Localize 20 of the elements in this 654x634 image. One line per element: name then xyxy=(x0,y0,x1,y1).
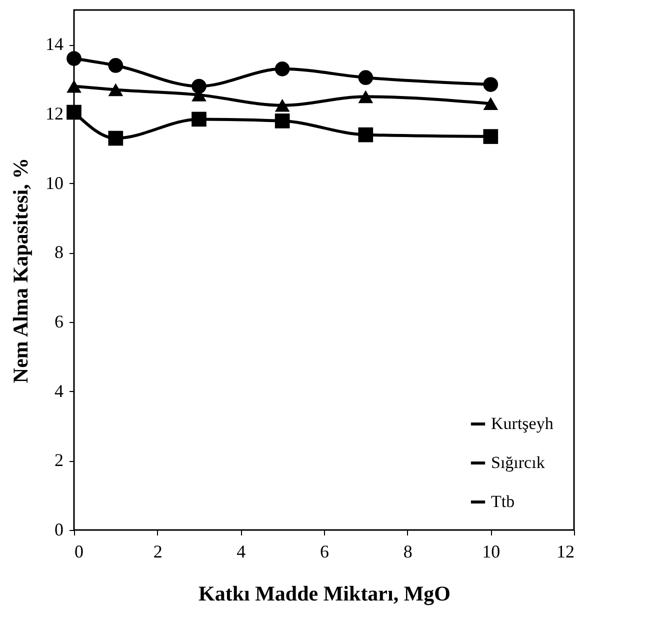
x-tick-label: 12 xyxy=(556,542,574,562)
x-tick-label: 6 xyxy=(320,542,329,562)
x-tick-label: 10 xyxy=(482,542,500,562)
y-tick-label: 2 xyxy=(54,450,64,470)
y-tick-label: 4 xyxy=(54,380,64,401)
x-tick-label: 8 xyxy=(403,542,412,562)
y-tick-label: 0 xyxy=(54,520,64,540)
legend-label: Ttb xyxy=(491,492,515,511)
x-axis-title: Katkı Madde Miktarı, MgO xyxy=(198,582,450,606)
legend-label: Sığırcık xyxy=(491,453,546,472)
x-tick-label: 4 xyxy=(236,542,246,562)
y-tick-label: 6 xyxy=(54,312,64,332)
y-axis-title: Nem Alma Kapasitesi, % xyxy=(8,158,32,384)
legend-label: Kurtşeyh xyxy=(491,414,554,433)
y-tick-label: 14 xyxy=(46,34,64,54)
x-tick-label: 2 xyxy=(153,542,162,562)
y-tick-label: 10 xyxy=(46,172,64,193)
x-tick-label: 0 xyxy=(74,542,84,562)
y-tick-label: 8 xyxy=(54,242,64,262)
y-tick-label: 12 xyxy=(46,104,64,124)
